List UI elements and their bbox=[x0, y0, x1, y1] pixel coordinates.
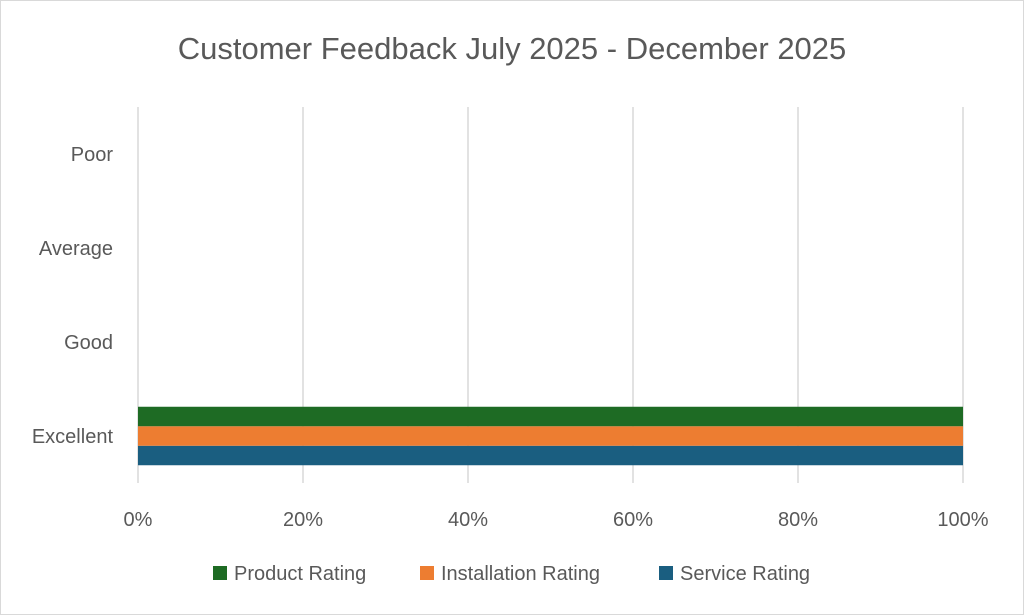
legend-label: Installation Rating bbox=[441, 563, 600, 585]
x-tick-label: 0% bbox=[124, 509, 153, 531]
bar bbox=[138, 406, 963, 427]
legend: Product Rating Installation Rating Service… bbox=[213, 563, 810, 585]
legend-label: Product Rating bbox=[234, 563, 366, 585]
legend-label: Service Rating bbox=[680, 563, 810, 585]
bar bbox=[138, 445, 963, 466]
x-tick-label: 100% bbox=[937, 509, 988, 531]
legend-swatch bbox=[213, 566, 227, 580]
bar bbox=[138, 426, 963, 446]
y-axis-categories: Excellent Good Average Poor bbox=[32, 144, 114, 448]
x-tick-label: 80% bbox=[778, 509, 818, 531]
x-tick-label: 20% bbox=[283, 509, 323, 531]
y-category-label: Poor bbox=[71, 144, 114, 166]
x-tick-label: 60% bbox=[613, 509, 653, 531]
y-category-label: Average bbox=[39, 238, 113, 260]
legend-swatch bbox=[659, 566, 673, 580]
legend-swatch bbox=[420, 566, 434, 580]
x-axis-ticks: 0% 20% 40% 60% 80% 100% bbox=[124, 509, 989, 531]
bars bbox=[138, 406, 963, 466]
x-tick-label: 40% bbox=[448, 509, 488, 531]
chart-title: Customer Feedback July 2025 - December 2… bbox=[178, 31, 847, 66]
y-category-label: Excellent bbox=[32, 426, 114, 448]
y-category-label: Good bbox=[64, 332, 113, 354]
